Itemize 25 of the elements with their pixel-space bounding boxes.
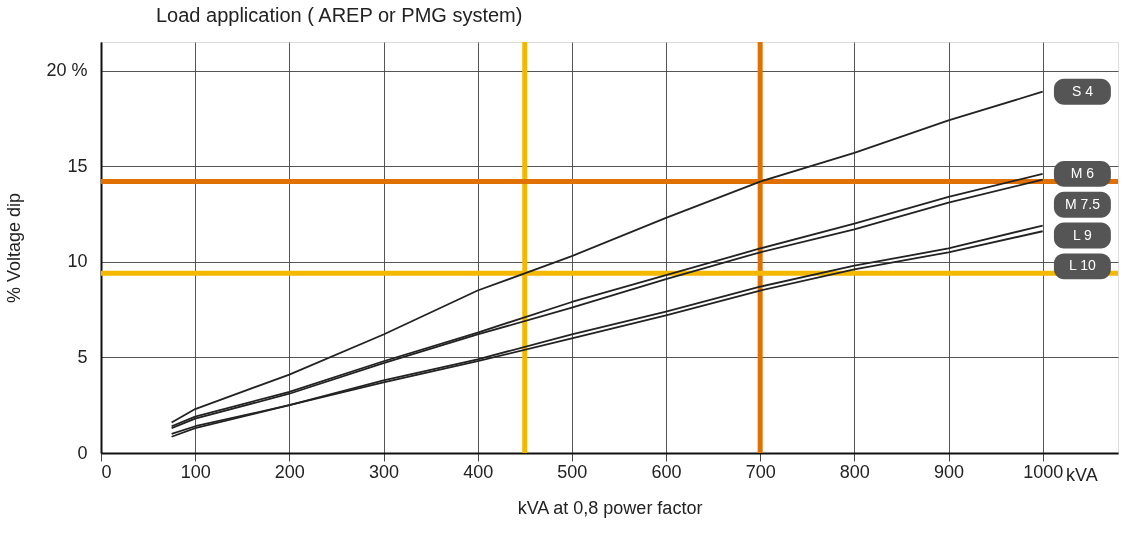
chart-title: Load application ( AREP or PMG system): [155, 3, 523, 26]
x-axis-title: kVA at 0,8 power factor: [517, 497, 703, 518]
y-tick-label: 0: [77, 442, 88, 463]
text: kVA: [1066, 465, 1098, 485]
x-tick-label: 0: [101, 461, 112, 482]
x-tick-label: 100: [180, 461, 211, 482]
text: L 10: [1069, 257, 1096, 274]
x-tick-label: 800: [839, 461, 870, 482]
x-tick-label: 300: [368, 461, 400, 482]
text: L 9: [1072, 226, 1093, 243]
y-tick-label: 15: [67, 155, 88, 176]
x-tick-label: 400: [463, 461, 494, 482]
series-label: M 7.5: [1064, 195, 1101, 212]
text: S 4: [1071, 82, 1094, 99]
text: M 6: [1070, 164, 1095, 181]
x-tick-label: 200: [274, 461, 305, 482]
y-axis-title: % Voltage dip: [4, 192, 25, 304]
y-tick-label: 10: [67, 251, 88, 272]
y-tick-label: 5: [77, 346, 88, 367]
y-tick-label: 20 %: [46, 60, 88, 81]
x-tick-label: 1000: [1023, 461, 1064, 482]
x-tick-label: 700: [745, 461, 776, 482]
x-tick-label: 500: [557, 461, 588, 482]
x-tick-label: 900: [933, 461, 965, 482]
x-tick-label: 600: [651, 461, 682, 482]
